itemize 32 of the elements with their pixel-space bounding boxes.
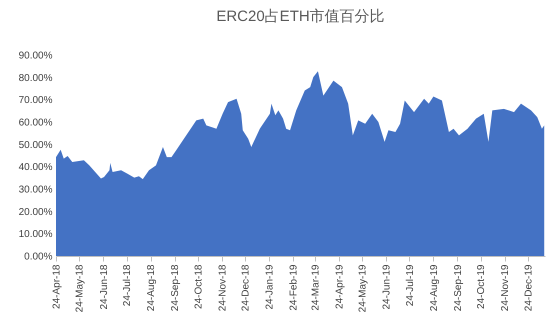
x-tick-label: 24-Aug-18 <box>146 264 158 312</box>
x-tick-label: 24-Jun-18 <box>98 264 110 310</box>
x-tick-label: 24-Nov-19 <box>500 264 512 312</box>
x-tick-label: 24-Dec-18 <box>240 264 252 312</box>
x-tick-label: 24-Aug-19 <box>428 264 440 312</box>
x-tick-label: 24-Dec-19 <box>523 264 534 312</box>
y-tick-label: 20.00% <box>18 206 53 218</box>
y-tick-label: 30.00% <box>18 184 53 196</box>
x-tick-label: 24-Jul-18 <box>122 264 134 306</box>
x-tick-label: 24-Jul-19 <box>404 264 416 306</box>
y-tick-label: 70.00% <box>18 95 53 106</box>
y-tick-label: 50.00% <box>18 140 53 151</box>
x-tick-label: 24-Nov-18 <box>217 264 228 312</box>
x-tick-label: 24-Mar-19 <box>310 264 322 311</box>
y-tick-label: 80.00% <box>18 72 53 84</box>
x-tick-label: 24-Jan-19 <box>264 264 276 310</box>
x-tick-label: 24-Jun-19 <box>382 264 393 310</box>
x-tick-label: 24-Oct-18 <box>193 264 204 309</box>
chart-title: ERC20占ETH市值百分比 <box>216 8 385 25</box>
y-tick-label: 10.00% <box>18 229 53 240</box>
y-tick-label: 90.00% <box>18 50 53 62</box>
x-tick-label: 24-May-19 <box>358 264 369 312</box>
x-tick-label: 24-May-18 <box>74 264 86 312</box>
x-tick-label: 24-Apr-18 <box>52 264 62 309</box>
y-tick-label: 40.00% <box>18 162 53 174</box>
x-tick-label: 24-Feb-19 <box>288 264 300 311</box>
x-tick-label: 24-Sep-19 <box>452 264 464 312</box>
x-tick-label: 24-Oct-19 <box>476 264 488 309</box>
x-tick-label: 24-Sep-18 <box>170 264 182 312</box>
x-tick-label: 24-Apr-19 <box>334 264 346 309</box>
y-tick-label: 0.00% <box>24 252 53 262</box>
y-tick-label: 60.00% <box>18 118 53 128</box>
